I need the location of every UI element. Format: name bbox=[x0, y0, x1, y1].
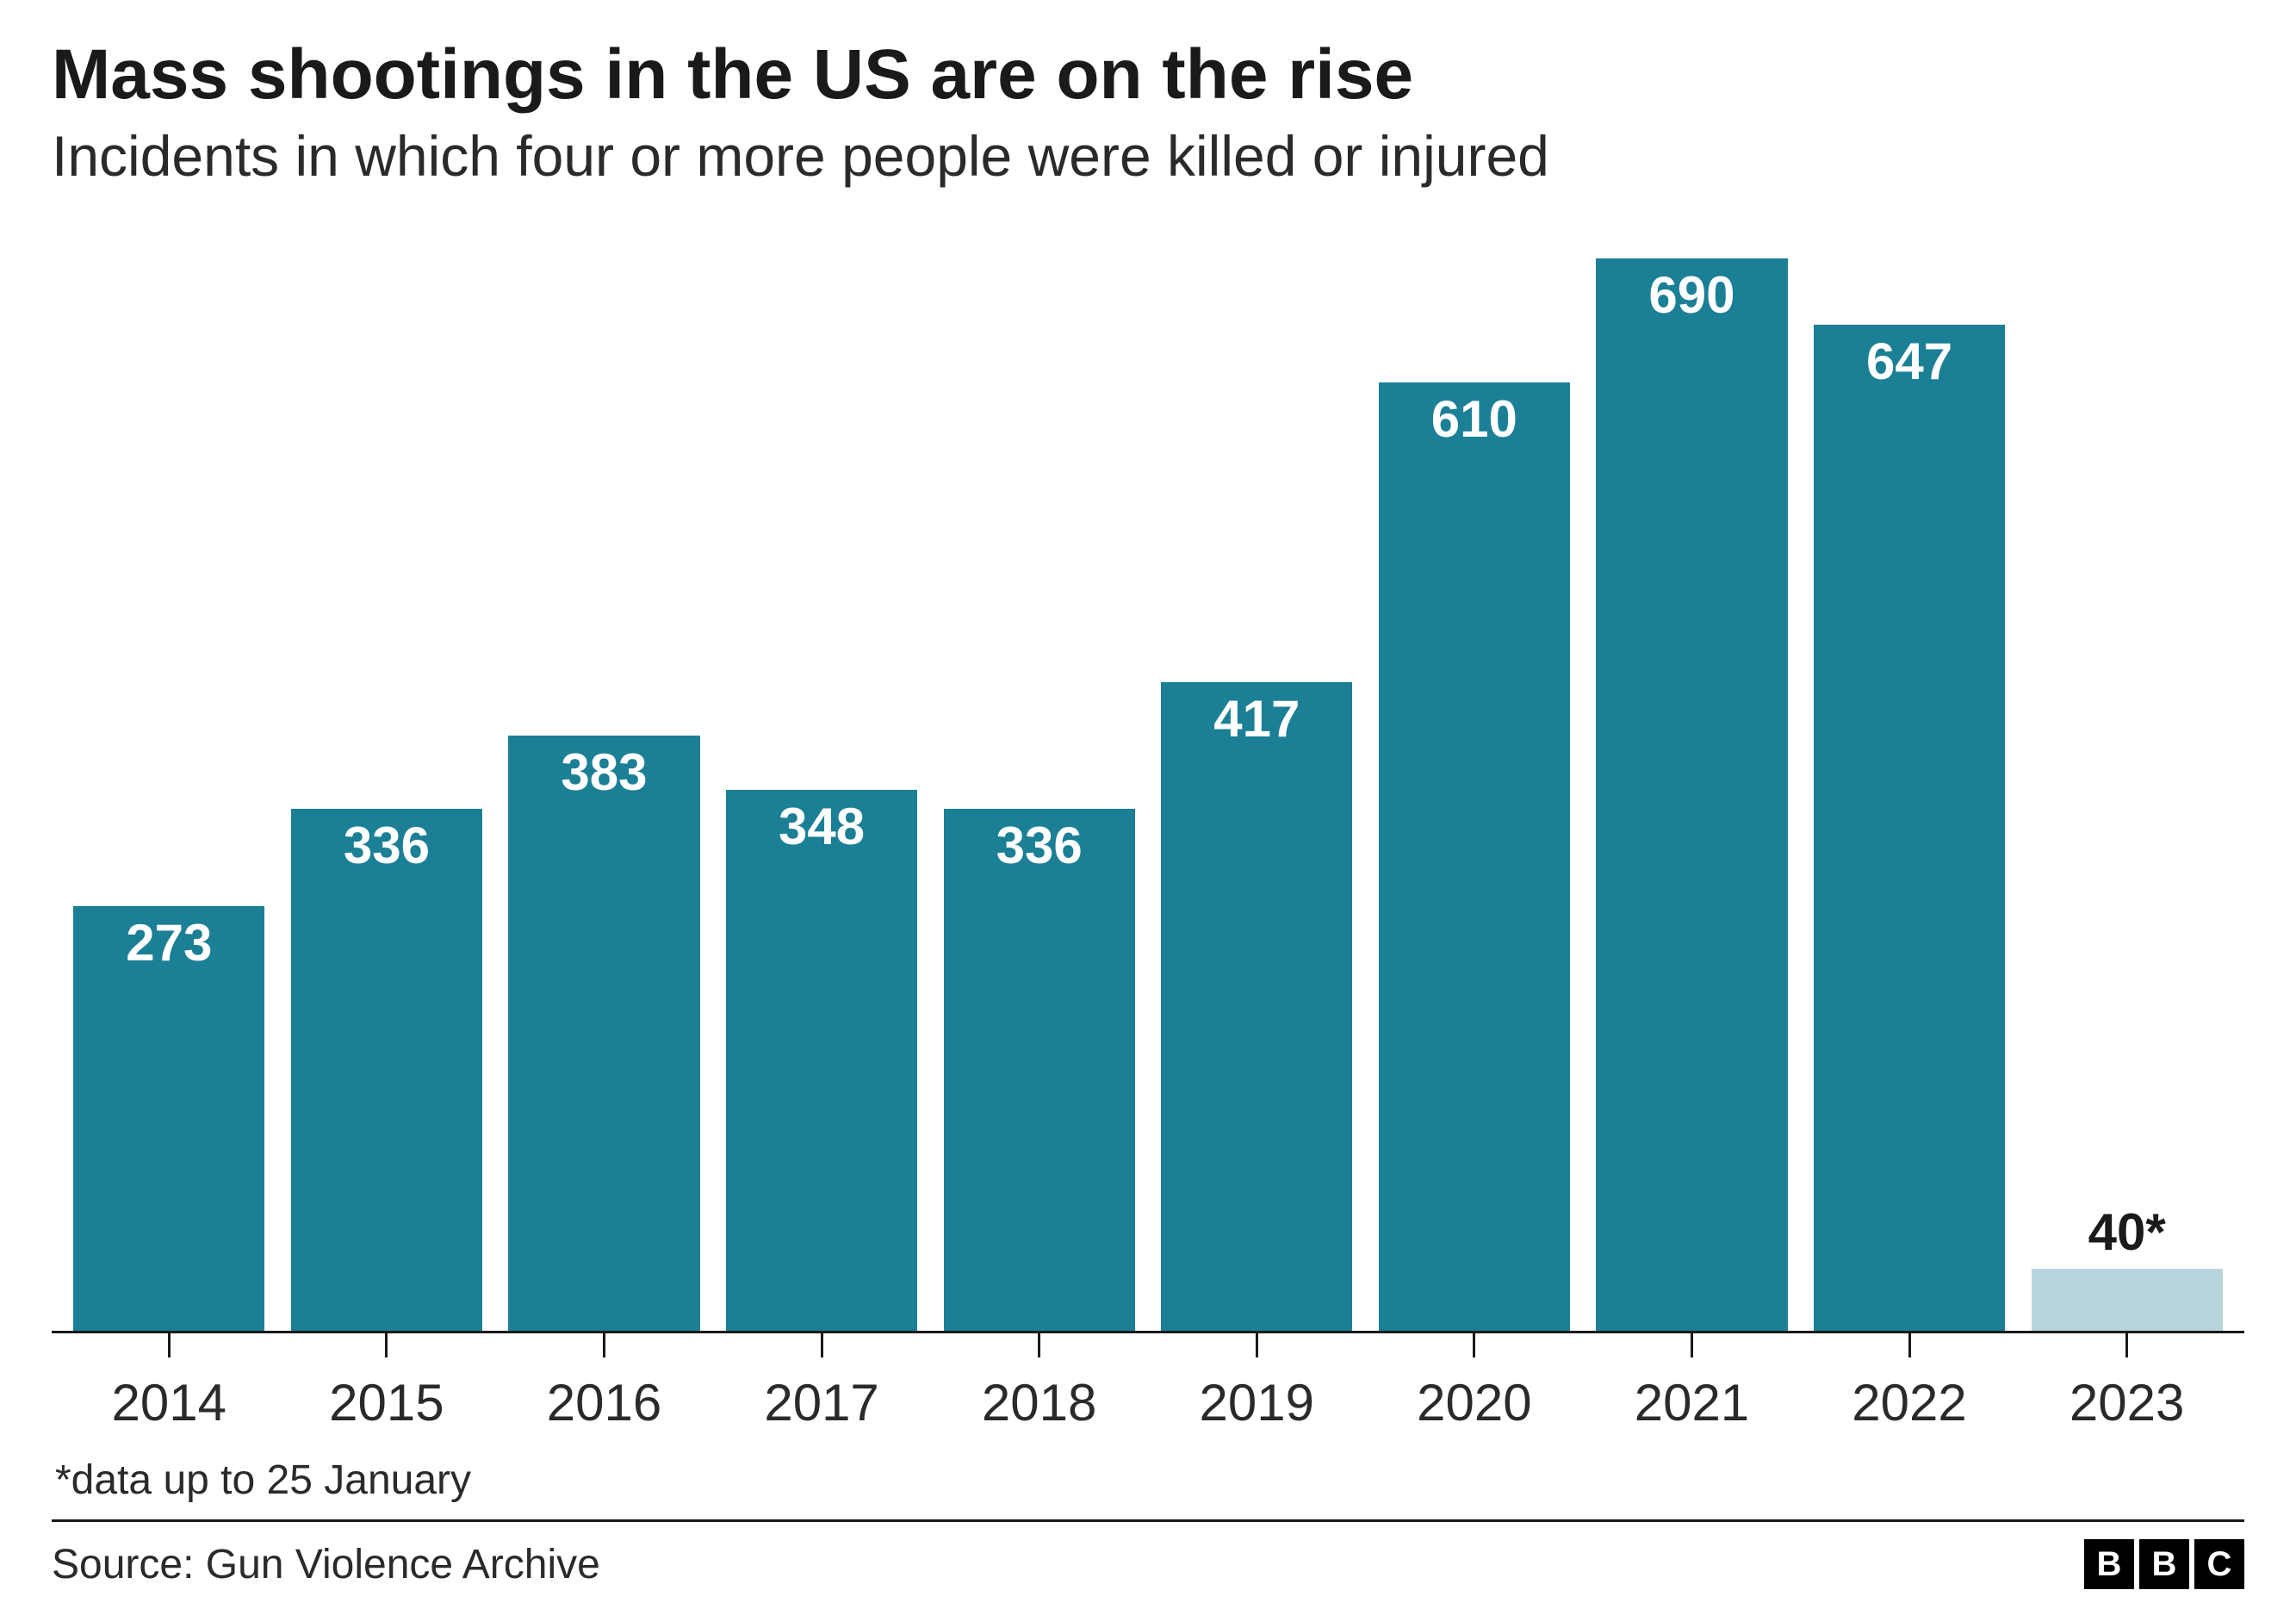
bar: 273 bbox=[73, 906, 264, 1331]
bar-value-label: 273 bbox=[73, 913, 264, 972]
bar: 348 bbox=[726, 790, 917, 1331]
x-axis-label: 2018 bbox=[982, 1373, 1096, 1432]
x-tick: 2015 bbox=[278, 1333, 496, 1432]
x-axis-label: 2023 bbox=[2070, 1373, 2184, 1432]
x-tick: 2023 bbox=[2018, 1333, 2236, 1432]
chart-footnote: *data up to 25 January bbox=[52, 1457, 2244, 1504]
bar: 383 bbox=[508, 736, 699, 1331]
bar-slot: 348 bbox=[713, 242, 931, 1331]
bar: 690 bbox=[1596, 258, 1787, 1331]
chart-subtitle: Incidents in which four or more people w… bbox=[52, 122, 2244, 190]
x-tick: 2019 bbox=[1148, 1333, 1366, 1432]
bar-slot: 336 bbox=[278, 242, 496, 1331]
chart-footer: Source: Gun Violence Archive BBC bbox=[52, 1539, 2244, 1589]
x-tick: 2014 bbox=[60, 1333, 278, 1432]
chart-x-axis: 2014 2015 2016 2017 2018 2019 2020 2021 2022 2023 bbox=[52, 1333, 2244, 1432]
bar: 417 bbox=[1161, 682, 1352, 1331]
bar-slot: 610 bbox=[1366, 242, 1584, 1331]
x-tick: 2020 bbox=[1366, 1333, 1584, 1432]
x-tick: 2016 bbox=[495, 1333, 713, 1432]
bbc-logo: BBC bbox=[2084, 1539, 2244, 1589]
bar-slot: 383 bbox=[495, 242, 713, 1331]
x-tick: 2022 bbox=[1801, 1333, 2019, 1432]
tick-mark bbox=[1908, 1333, 1911, 1357]
bar-value-label: 690 bbox=[1596, 265, 1787, 325]
bar-value-label: 610 bbox=[1379, 389, 1570, 449]
x-axis-label: 2019 bbox=[1200, 1373, 1314, 1432]
tick-mark bbox=[1691, 1333, 1693, 1357]
x-axis-label: 2022 bbox=[1852, 1373, 1966, 1432]
x-axis-label: 2021 bbox=[1635, 1373, 1749, 1432]
chart-plot: 273 336 383 348 336 417 610 690 647 40* bbox=[52, 242, 2244, 1333]
chart-title: Mass shootings in the US are on the rise bbox=[52, 34, 2244, 115]
tick-mark bbox=[1256, 1333, 1258, 1357]
x-axis-label: 2017 bbox=[764, 1373, 878, 1432]
tick-mark bbox=[1473, 1333, 1475, 1357]
bar-value-label: 40* bbox=[2032, 1202, 2223, 1262]
bar-slot: 690 bbox=[1583, 242, 1801, 1331]
bar-slot: 40* bbox=[2018, 242, 2236, 1331]
x-tick: 2017 bbox=[713, 1333, 931, 1432]
chart-source: Source: Gun Violence Archive bbox=[52, 1541, 600, 1588]
x-axis-label: 2015 bbox=[329, 1373, 444, 1432]
chart-area: 27333638334833641761069064740* 201420152… bbox=[52, 242, 2244, 1589]
bar-value-label: 336 bbox=[291, 816, 482, 875]
tick-mark bbox=[385, 1333, 388, 1357]
x-tick: 2021 bbox=[1583, 1333, 1801, 1432]
bar: 610 bbox=[1379, 382, 1570, 1331]
bar-value-label: 336 bbox=[944, 816, 1135, 875]
bar-slot: 336 bbox=[930, 242, 1148, 1331]
footer-divider bbox=[52, 1519, 2244, 1522]
bar: 647 bbox=[1814, 325, 2005, 1331]
tick-mark bbox=[2125, 1333, 2128, 1357]
chart-container: Mass shootings in the US are on the rise… bbox=[0, 0, 2296, 1615]
bar-slot: 647 bbox=[1801, 242, 2019, 1331]
tick-mark bbox=[168, 1333, 171, 1357]
bar: 336 bbox=[944, 809, 1135, 1331]
bar-slot: 273 bbox=[60, 242, 278, 1331]
bar-value-label: 647 bbox=[1814, 332, 2005, 391]
bar: 336 bbox=[291, 809, 482, 1331]
bbc-logo-block: B bbox=[2084, 1539, 2134, 1589]
bar: 40* bbox=[2032, 1269, 2223, 1331]
tick-mark bbox=[1038, 1333, 1040, 1357]
x-axis-label: 2020 bbox=[1417, 1373, 1531, 1432]
tick-mark bbox=[821, 1333, 823, 1357]
x-axis-label: 2016 bbox=[547, 1373, 661, 1432]
tick-mark bbox=[603, 1333, 605, 1357]
x-tick: 2018 bbox=[930, 1333, 1148, 1432]
bar-slot: 417 bbox=[1148, 242, 1366, 1331]
bar-value-label: 417 bbox=[1161, 689, 1352, 748]
bar-value-label: 383 bbox=[508, 742, 699, 802]
bbc-logo-block: C bbox=[2194, 1539, 2244, 1589]
bbc-logo-block: B bbox=[2139, 1539, 2189, 1589]
x-axis-label: 2014 bbox=[112, 1373, 226, 1432]
bar-value-label: 348 bbox=[726, 797, 917, 856]
